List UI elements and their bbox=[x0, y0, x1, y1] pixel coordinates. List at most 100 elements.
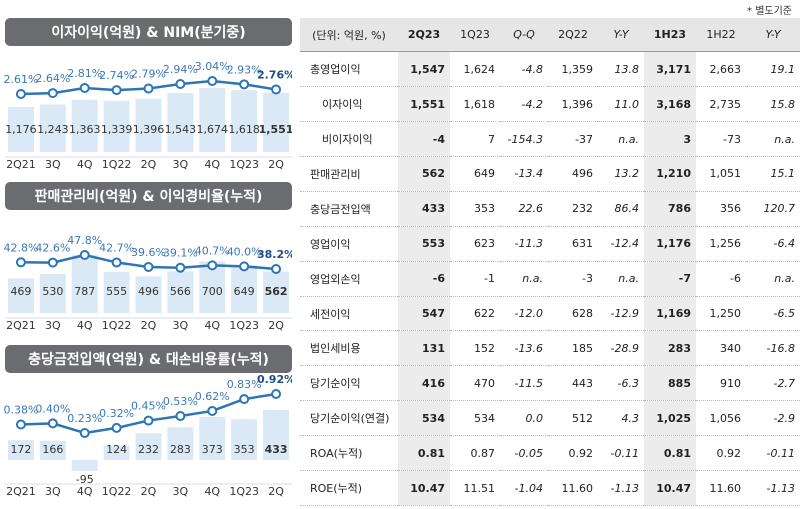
line-value-label: 40.0% bbox=[227, 245, 262, 258]
table-cell: 232 bbox=[548, 191, 598, 227]
table-cell: 1,051 bbox=[696, 156, 746, 192]
line-marker bbox=[143, 261, 154, 272]
x-tick-label: 2Q bbox=[141, 485, 157, 498]
table-cell: -11.3 bbox=[500, 226, 548, 262]
table-cell: -0.11 bbox=[598, 435, 644, 472]
line-value-label: 42.8% bbox=[3, 241, 38, 254]
chart-title: 판매관리비(억원) & 이익경비율(누적) bbox=[35, 188, 263, 205]
table-cell: 1,169 bbox=[644, 296, 696, 332]
table-row: 세전이익 547 622 -12.0 628 -12.9 1,169 1,250 -6.5 bbox=[300, 296, 800, 332]
x-tick-label: 2Q bbox=[141, 319, 157, 332]
line-value-label: 38.2% bbox=[257, 248, 292, 261]
bar-value-label: 433 bbox=[265, 443, 288, 456]
line-value-label: 2.74% bbox=[99, 69, 134, 82]
table-cell: 433 bbox=[398, 191, 450, 227]
line-value-label: 42.7% bbox=[99, 241, 134, 254]
bar bbox=[231, 265, 258, 313]
bar bbox=[71, 255, 98, 313]
table-cell: 416 bbox=[398, 365, 450, 402]
bar-value-label: 1,176 bbox=[5, 123, 37, 136]
table-cell: 0.81 bbox=[644, 435, 696, 472]
table-cell: 631 bbox=[548, 226, 598, 262]
x-tick-label: 2Q bbox=[268, 319, 284, 332]
bar bbox=[71, 460, 98, 471]
table-cell: -4.2 bbox=[500, 86, 548, 123]
row-label: 총영업이익 bbox=[300, 51, 398, 88]
row-label: 영업외손익 bbox=[300, 261, 398, 297]
line-value-label: 39.1% bbox=[163, 247, 198, 260]
x-tick-label: 2Q bbox=[141, 158, 157, 171]
table-cell: 22.6 bbox=[500, 191, 548, 227]
table-cell: 152 bbox=[450, 330, 500, 367]
x-tick-label: 1Q23 bbox=[229, 485, 259, 498]
table-row: 충당금전입액 433 353 22.6 232 86.4 786 356 120.7 bbox=[300, 191, 800, 227]
table-cell: 786 bbox=[644, 191, 696, 227]
row-label: 비이자이익 bbox=[300, 121, 398, 158]
table-cell: 0.81 bbox=[398, 435, 450, 472]
table-cell: 562 bbox=[398, 156, 450, 192]
bar bbox=[199, 88, 226, 152]
table-cell: 1,056 bbox=[696, 400, 746, 437]
table-cell: 120.7 bbox=[746, 191, 800, 227]
bar-value-label: 555 bbox=[106, 285, 127, 298]
bar bbox=[263, 92, 290, 152]
bar-value-label: 166 bbox=[42, 443, 63, 456]
row-label: 영업이익 bbox=[300, 226, 398, 262]
bar-value-label: 1,674 bbox=[197, 123, 229, 136]
bar-value-label: 172 bbox=[10, 443, 31, 456]
bar-value-label: 787 bbox=[74, 285, 95, 298]
table-cell: 1,210 bbox=[644, 156, 696, 192]
table-cell: 622 bbox=[450, 296, 500, 332]
line-value-label: 39.6% bbox=[131, 246, 166, 259]
bar bbox=[7, 107, 34, 152]
table-cell: -1.13 bbox=[746, 470, 800, 506]
bar bbox=[135, 276, 162, 313]
table-cell: -2.9 bbox=[746, 400, 800, 437]
x-tick-label: 2Q21 bbox=[6, 158, 36, 171]
table-cell: 19.1 bbox=[746, 51, 800, 88]
chart-title-tab bbox=[5, 345, 292, 373]
line-marker bbox=[143, 415, 154, 426]
table-cell: 13.2 bbox=[598, 156, 644, 192]
table-cell: 628 bbox=[548, 296, 598, 332]
line-value-label: 47.8% bbox=[67, 234, 102, 247]
table-cell: 283 bbox=[644, 330, 696, 367]
bar bbox=[7, 440, 34, 460]
line-marker bbox=[111, 257, 122, 268]
table-cell: -4.8 bbox=[500, 51, 548, 88]
bar bbox=[263, 271, 290, 313]
table-cell: 1,025 bbox=[644, 400, 696, 437]
table-cell: 547 bbox=[398, 296, 450, 332]
table-cell: -6 bbox=[398, 261, 450, 297]
table-cell: -12.4 bbox=[598, 226, 644, 262]
table-cell: 185 bbox=[548, 330, 598, 367]
line-value-label: 0.40% bbox=[35, 402, 70, 415]
bar bbox=[135, 433, 162, 460]
x-tick-label: 2Q21 bbox=[6, 319, 36, 332]
table-row: 당기순이익 416 470 -11.5 443 -6.3 885 910 -2.7 bbox=[300, 365, 800, 402]
table-cell: 534 bbox=[398, 400, 450, 437]
x-tick-label: 2Q21 bbox=[6, 485, 36, 498]
x-tick-label: 1Q23 bbox=[229, 319, 259, 332]
bar bbox=[71, 99, 98, 152]
table-cell: 1,176 bbox=[644, 226, 696, 262]
row-label: 충당금전입액 bbox=[300, 191, 398, 227]
charts-panel: 이자이익(억원) & NIM(분기중)1,176 1,243 1,363 1,339 1… bbox=[3, 18, 292, 498]
table-cell: 15.8 bbox=[746, 86, 800, 123]
line-marker bbox=[207, 405, 218, 416]
x-tick-label: 3Q bbox=[45, 485, 61, 498]
bar-value-label: 530 bbox=[42, 285, 63, 298]
line-marker bbox=[239, 261, 250, 272]
row-label: 판매관리비 bbox=[300, 156, 398, 192]
table-cell: 1H23 bbox=[644, 18, 696, 53]
bar bbox=[167, 271, 194, 313]
bar-value-label: 232 bbox=[138, 443, 159, 456]
row-label: 당기순이익 bbox=[300, 365, 398, 402]
table-cell: 3 bbox=[644, 121, 696, 158]
bar-value-label: 1,551 bbox=[259, 123, 292, 136]
x-tick-label: 4Q bbox=[204, 485, 220, 498]
line-marker bbox=[239, 394, 250, 405]
x-tick-label: 1Q23 bbox=[229, 158, 259, 171]
table-cell: -6.3 bbox=[598, 365, 644, 402]
table-row: 비이자이익 -4 7 -154.3 -37 n.a. 3 -73 n.a. bbox=[300, 121, 800, 158]
